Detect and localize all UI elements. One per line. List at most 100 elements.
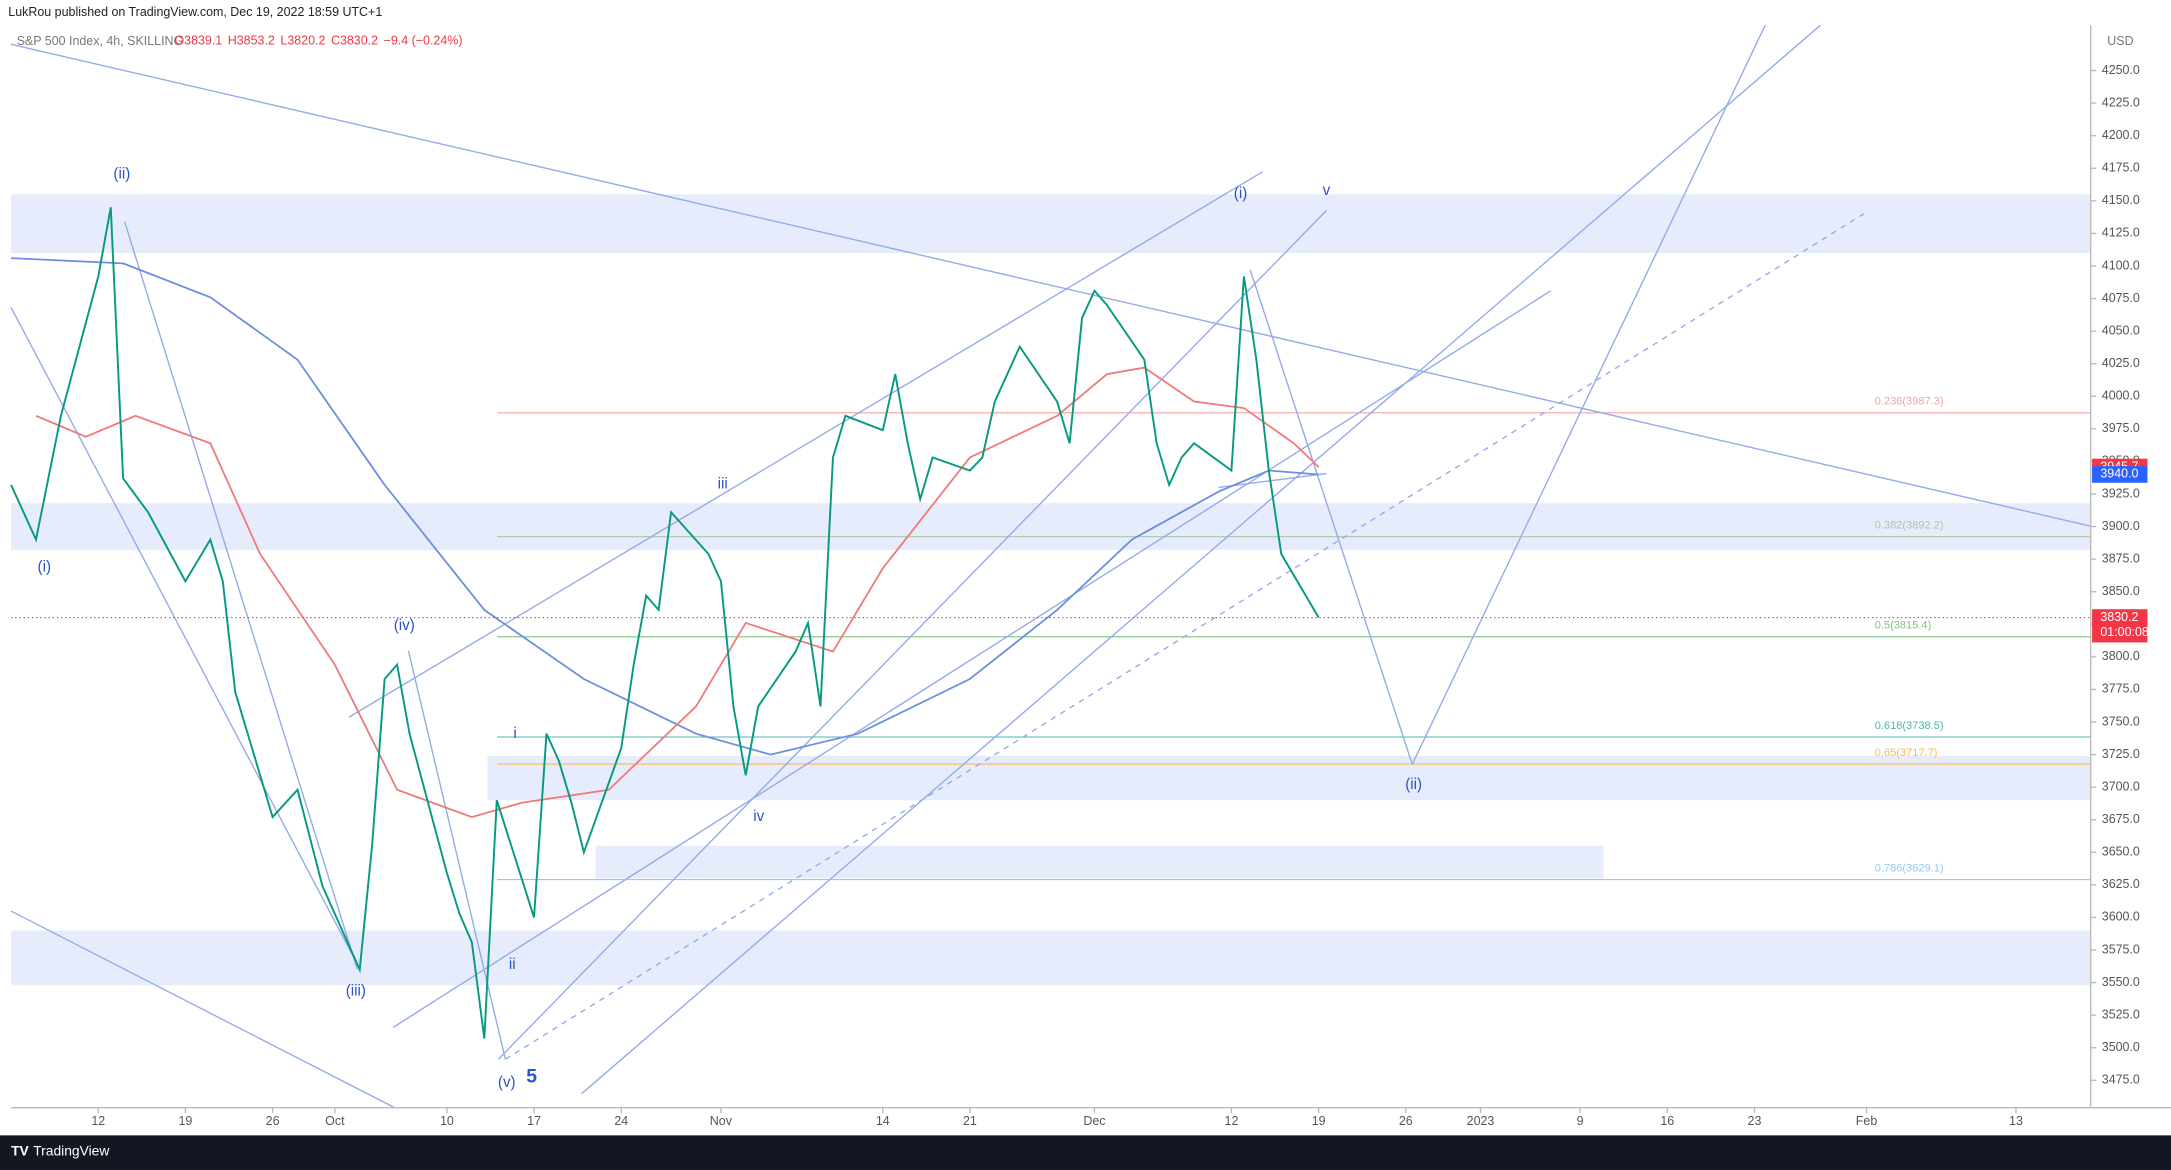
wave-label: (i) [1234,185,1248,202]
fib-label: 0.382(3892.2) [1875,520,1944,532]
trend-line [1249,269,1413,765]
y-tick-label: 3775.0 [2102,682,2140,696]
fib-label: 0.5(3815.4) [1875,620,1932,632]
x-tick-label: 14 [876,1114,890,1128]
trend-line [392,290,1552,1028]
x-tick-label: 21 [963,1114,977,1128]
publisher: LukRou published on TradingView.com, Dec… [8,5,382,19]
trend-line [10,43,2091,527]
trend-line [581,24,1822,1095]
ohlc: −9.4 (−0.24%) [384,34,463,48]
ohlc: O3839.1 [174,34,222,48]
x-tick-label: 26 [1399,1114,1413,1128]
y-tick-label: 3800.0 [2102,649,2140,663]
y-tick-label: 3975.0 [2102,421,2140,435]
fib-label: 0.236(3987.3) [1875,396,1944,408]
x-tick-label: 9 [1577,1114,1584,1128]
y-tick-label: 3725.0 [2102,747,2140,761]
y-tick-label: 4200.0 [2102,128,2140,142]
y-tick-label: 3475.0 [2102,1073,2140,1087]
y-tick-label: 3525.0 [2102,1007,2140,1021]
moving-average [11,257,1319,756]
x-tick-label: 10 [440,1114,454,1128]
price-badge [2092,466,2148,483]
price-axis [2090,0,2171,1136]
x-tick-label: Nov [710,1114,733,1128]
y-tick-label: 3625.0 [2102,877,2140,891]
wave-label: (i) [38,559,52,576]
trend-lines [10,24,2091,1109]
trend-line [123,221,358,970]
y-tick-label: 3500.0 [2102,1040,2140,1054]
moving-average [35,366,1320,818]
zone [11,503,2091,551]
y-tick-label: 4025.0 [2102,356,2140,370]
trend-line [505,209,1870,1060]
y-tick-label: 3600.0 [2102,910,2140,924]
y-tick-label: 3700.0 [2102,779,2140,793]
zone [487,755,2091,801]
y-tick-label: 4100.0 [2102,258,2140,272]
wave-label: iii [718,476,728,493]
x-tick-label: 19 [1312,1114,1326,1128]
x-tick-label: 2023 [1467,1114,1495,1128]
x-tick-label: 12 [1225,1114,1239,1128]
footer-brand: TradingView [33,1143,110,1159]
zones: 0.236(3987.3) 0.382(3892.2) 0.5(3815.4) 0.6… [11,194,2091,986]
x-tick-label: 16 [1660,1114,1674,1128]
x-tick-label: Feb [1856,1114,1878,1128]
data [10,207,2091,1039]
x-tick-label: 17 [527,1114,541,1128]
zone [11,930,2091,986]
price-badge-label: 3940.0 [2100,467,2138,481]
wave-label: 5 [526,1065,537,1087]
x-tick-label: 12 [91,1114,105,1128]
y-tick-label: 4150.0 [2102,193,2140,207]
y-tick-label: 4075.0 [2102,291,2140,305]
symbol: S&P 500 Index, 4h, SKILLING [17,34,184,48]
x-tick-label: Dec [1083,1114,1105,1128]
y-tick-label: 4000.0 [2102,389,2140,403]
y-tick-label: 3900.0 [2102,519,2140,533]
trend-line [10,910,395,1109]
y-tick-label: 3925.0 [2102,486,2140,500]
y-tick-label: 3650.0 [2102,845,2140,859]
y-tick-label: 3675.0 [2102,812,2140,826]
fib-label: 0.65(3717.7) [1875,747,1938,759]
y-tick-label: 3575.0 [2102,942,2140,956]
fib-label: 0.618(3738.5) [1875,720,1944,732]
x-tick-label: 23 [1748,1114,1762,1128]
wave-label: i [513,725,516,742]
logo: TV [11,1143,29,1159]
ohlc: L3820.2 [280,34,325,48]
price-line [10,207,1320,1039]
trend-line [348,171,1264,718]
y-tick-label: 4050.0 [2102,323,2140,337]
trend-line [10,307,361,970]
trend-line [1218,472,1327,489]
wave-label: (iv) [394,617,415,634]
y-tick-label: 3750.0 [2102,714,2140,728]
trend-line [1411,24,1766,765]
countdown: 01:00:08 [2100,625,2149,639]
y-tick-label: 3850.0 [2102,584,2140,598]
trend-line [407,650,507,1060]
y-tick-label: 4225.0 [2102,95,2140,109]
ohlc-legend: O3839.1 H3853.2 L3820.2 C3830.2 −9.4 (−0.24%… [174,34,462,48]
x-tick-label: Oct [325,1114,345,1128]
x-tick-label: 24 [614,1114,628,1128]
ohlc: C3830.2 [331,34,378,48]
wave-label: iv [753,808,764,825]
fib-label: 0.786(3629.1) [1875,862,1944,874]
y-tick-label: 3550.0 [2102,975,2140,989]
top-bar [0,0,2171,25]
zone [11,194,2091,253]
wave-label: (ii) [1405,776,1422,793]
wave-label: v [1323,182,1331,199]
currency: USD [2107,34,2133,48]
wave-label: ii [509,956,516,973]
axis: 3475.0 3500.0 3525.0 3550.0 3575.0 3600.0 3625… [91,63,2149,1128]
